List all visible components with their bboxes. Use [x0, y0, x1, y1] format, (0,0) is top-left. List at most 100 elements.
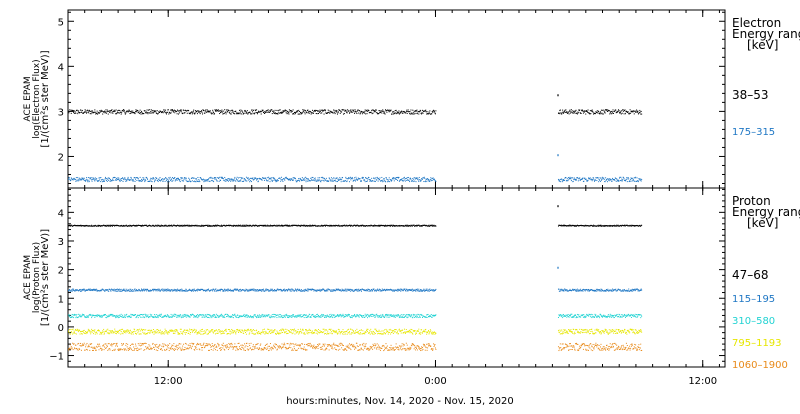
data-point [354, 315, 355, 316]
data-point [620, 112, 621, 113]
data-point [559, 113, 560, 114]
data-point [138, 178, 139, 179]
data-point [188, 316, 189, 317]
data-point [166, 290, 167, 291]
data-point [278, 315, 279, 316]
data-point [107, 289, 108, 290]
data-point [143, 314, 144, 315]
data-point [314, 178, 315, 179]
data-point [639, 112, 640, 113]
data-point [324, 289, 325, 290]
data-point [134, 290, 135, 291]
data-point [244, 225, 245, 226]
data-point [201, 110, 202, 111]
data-point [240, 179, 241, 180]
data-point [223, 178, 224, 179]
data-point [260, 315, 261, 316]
data-point [166, 316, 167, 317]
data-point [216, 314, 217, 315]
data-point [172, 181, 173, 182]
data-point [132, 179, 133, 180]
data-point [638, 289, 639, 290]
data-point [382, 109, 383, 110]
data-point [178, 178, 179, 179]
data-point [569, 111, 570, 112]
y-axis-label: ACE EPAMlog(Electron Flux)[1/(cm²s ster … [23, 50, 51, 147]
data-point [229, 180, 230, 181]
plot-frame [68, 188, 725, 367]
data-point [367, 290, 368, 291]
data-point [336, 181, 337, 182]
data-point [562, 181, 563, 182]
data-point [350, 110, 351, 111]
data-point [416, 315, 417, 316]
data-point [329, 316, 330, 317]
data-point [432, 225, 433, 226]
data-point [196, 316, 197, 317]
data-point [154, 110, 155, 111]
data-point [88, 111, 89, 112]
data-point [77, 110, 78, 111]
data-point [221, 178, 222, 179]
data-point [125, 114, 126, 115]
data-point [112, 111, 113, 112]
data-point [177, 291, 178, 292]
data-point [160, 180, 161, 181]
data-point [418, 290, 419, 291]
data-point [352, 289, 353, 290]
data-point [174, 289, 175, 290]
data-point [223, 291, 224, 292]
data-point [387, 181, 388, 182]
data-point [340, 111, 341, 112]
data-point [261, 114, 262, 115]
data-point [391, 180, 392, 181]
data-point [371, 314, 372, 315]
data-point [434, 111, 435, 112]
data-point [623, 177, 624, 178]
data-point [397, 180, 398, 181]
data-point [606, 291, 607, 292]
data-point [176, 315, 177, 316]
data-point [226, 113, 227, 114]
data-point [590, 110, 591, 111]
series-38-53 [68, 94, 642, 114]
data-point [415, 111, 416, 112]
data-point [622, 291, 623, 292]
data-point [294, 114, 295, 115]
data-point [289, 109, 290, 110]
data-point [640, 178, 641, 179]
data-point [292, 113, 293, 114]
data-point [240, 110, 241, 111]
data-point [599, 289, 600, 290]
data-point [212, 113, 213, 114]
data-point [160, 290, 161, 291]
data-point [282, 110, 283, 111]
data-point [256, 290, 257, 291]
data-point [243, 225, 244, 226]
data-point [326, 178, 327, 179]
data-point [111, 110, 112, 111]
data-point [566, 111, 567, 112]
data-point [163, 289, 164, 290]
data-point [88, 180, 89, 181]
data-point [366, 290, 367, 291]
data-point [640, 114, 641, 115]
data-point [218, 316, 219, 317]
data-point [162, 111, 163, 112]
data-point [106, 111, 107, 112]
data-point [247, 114, 248, 115]
data-point [123, 290, 124, 291]
data-point [421, 291, 422, 292]
data-point [400, 111, 401, 112]
data-point [167, 290, 168, 291]
data-point [215, 111, 216, 112]
data-point [292, 111, 293, 112]
data-point [233, 226, 234, 227]
data-point [338, 180, 339, 181]
data-point [135, 289, 136, 290]
data-point [341, 111, 342, 112]
data-point [391, 179, 392, 180]
data-point [151, 181, 152, 182]
data-point [227, 180, 228, 181]
data-point [84, 290, 85, 291]
